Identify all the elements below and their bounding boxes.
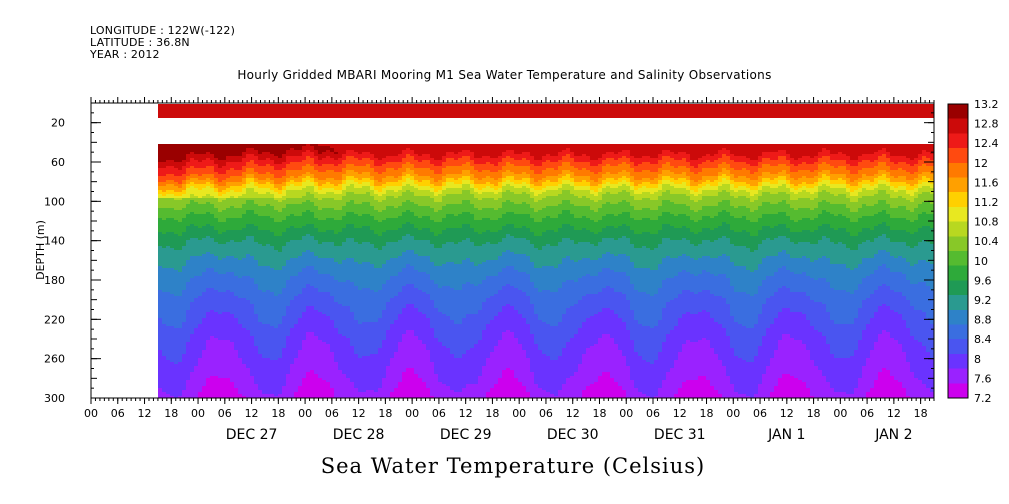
colorbar-label: 13.2 <box>974 98 999 111</box>
y-tick-label: 300 <box>44 392 65 405</box>
x-tick-label: 12 <box>887 407 901 420</box>
colorbar-swatch <box>948 265 968 281</box>
colorbar-frame <box>947 103 969 399</box>
y-tick-label: 60 <box>51 156 65 169</box>
x-tick-label: 06 <box>432 407 446 420</box>
colorbar-label: 8.4 <box>974 333 992 346</box>
x-date-label: JAN 2 <box>874 427 912 443</box>
x-tick-label: 18 <box>271 407 285 420</box>
x-tick-label: 06 <box>646 407 660 420</box>
colorbar-swatch <box>948 236 968 251</box>
colorbar-swatch <box>948 295 968 310</box>
colorbar-title: Sea Water Temperature (Celsius) <box>0 454 1009 478</box>
y-tick-label: 140 <box>44 235 65 248</box>
x-axis: 00 06 12 18 00 06 12 18 00 06 12 18 00 06 12 18 00 06 12 18… <box>84 398 935 443</box>
colorbar-swatch <box>948 251 968 266</box>
x-tick-label: 00 <box>726 407 740 420</box>
colorbar-label: 11.6 <box>974 176 999 189</box>
latitude-label: LATITUDE : 36.8N <box>90 37 190 49</box>
y-tick-label: 180 <box>44 274 65 287</box>
x-date-label: DEC 31 <box>654 427 706 443</box>
colorbar-swatch <box>948 368 968 384</box>
y-tick-label: 20 <box>51 117 65 130</box>
x-tick-label: 00 <box>191 407 205 420</box>
colorbar-label: 12.4 <box>974 137 999 150</box>
colorbar-label: 8.8 <box>974 314 992 327</box>
x-tick-label: 18 <box>807 407 821 420</box>
x-tick-label: 00 <box>619 407 633 420</box>
colorbar-swatch <box>948 383 968 398</box>
colorbar-label: 12 <box>974 157 988 170</box>
x-tick-label: 00 <box>405 407 419 420</box>
colorbar-swatch <box>948 148 968 163</box>
x-tick-label: 00 <box>298 407 312 420</box>
colorbar-swatch <box>948 133 968 149</box>
colorbar-label: 12.8 <box>974 118 999 131</box>
colorbar-label: 8 <box>974 353 981 366</box>
colorbar-swatch <box>948 162 968 178</box>
x-tick-label: 06 <box>753 407 767 420</box>
colorbar-label: 7.6 <box>974 372 992 385</box>
x-tick-label: 06 <box>325 407 339 420</box>
x-tick-label: 00 <box>84 407 98 420</box>
y-tick-label: 220 <box>44 313 65 326</box>
colorbar-swatch <box>948 104 968 119</box>
plot-title: Hourly Gridded MBARI Mooring M1 Sea Wate… <box>0 68 1009 82</box>
x-tick-label: 06 <box>218 407 232 420</box>
x-tick-label: 06 <box>111 407 125 420</box>
x-tick-label: 12 <box>780 407 794 420</box>
colorbar-swatch <box>948 353 968 369</box>
x-tick-label: 00 <box>833 407 847 420</box>
x-date-label: JAN 1 <box>767 427 805 443</box>
x-tick-label: 18 <box>700 407 714 420</box>
colorbar-swatch <box>948 309 968 325</box>
colorbar: 13.2 12.8 12.4 12 11.6 11.2 10.8 10.4 10 9.6 9.2 8.… <box>947 98 999 405</box>
x-tick-label: 12 <box>245 407 259 420</box>
y-axis-label: DEPTH (m) <box>34 220 47 280</box>
year-label: YEAR : 2012 <box>90 49 160 61</box>
x-tick-label: 12 <box>352 407 366 420</box>
y-tick-label: 260 <box>44 353 65 366</box>
colorbar-swatch <box>948 206 968 222</box>
x-tick-label: 12 <box>673 407 687 420</box>
x-tick-label: 12 <box>566 407 580 420</box>
x-tick-label: 18 <box>485 407 499 420</box>
x-tick-label: 18 <box>164 407 178 420</box>
x-tick-label: 12 <box>459 407 473 420</box>
y-tick-label: 100 <box>44 195 65 208</box>
x-date-label: DEC 27 <box>226 427 278 443</box>
colorbar-label: 10 <box>974 255 988 268</box>
colorbar-swatch <box>948 177 968 193</box>
colorbar-swatch <box>948 280 968 296</box>
x-tick-label: 18 <box>378 407 392 420</box>
colorbar-swatch <box>948 192 968 207</box>
colorbar-label: 10.8 <box>974 216 999 229</box>
y-axis: 20 60 100 140 180 220 260 300 <box>44 97 935 405</box>
colorbar-label: 7.2 <box>974 392 992 405</box>
colorbar-label: 10.4 <box>974 235 999 248</box>
x-tick-label: 18 <box>592 407 606 420</box>
colorbar-label: 11.2 <box>974 196 999 209</box>
x-date-label: DEC 29 <box>440 427 492 443</box>
x-tick-label: 00 <box>512 407 526 420</box>
colorbar-swatch <box>948 324 968 340</box>
colorbar-swatch <box>948 221 968 237</box>
x-tick-label: 18 <box>914 407 928 420</box>
x-tick-label: 06 <box>539 407 553 420</box>
colorbar-swatch <box>948 339 968 354</box>
colorbar-swatch <box>948 118 968 134</box>
temperature-field <box>158 104 934 398</box>
x-date-label: DEC 28 <box>333 427 385 443</box>
longitude-label: LONGITUDE : 122W(-122) <box>90 25 235 37</box>
colorbar-label: 9.2 <box>974 294 992 307</box>
x-date-label: DEC 30 <box>547 427 599 443</box>
x-tick-label: 06 <box>860 407 874 420</box>
colorbar-label: 9.6 <box>974 274 992 287</box>
x-tick-label: 12 <box>138 407 152 420</box>
